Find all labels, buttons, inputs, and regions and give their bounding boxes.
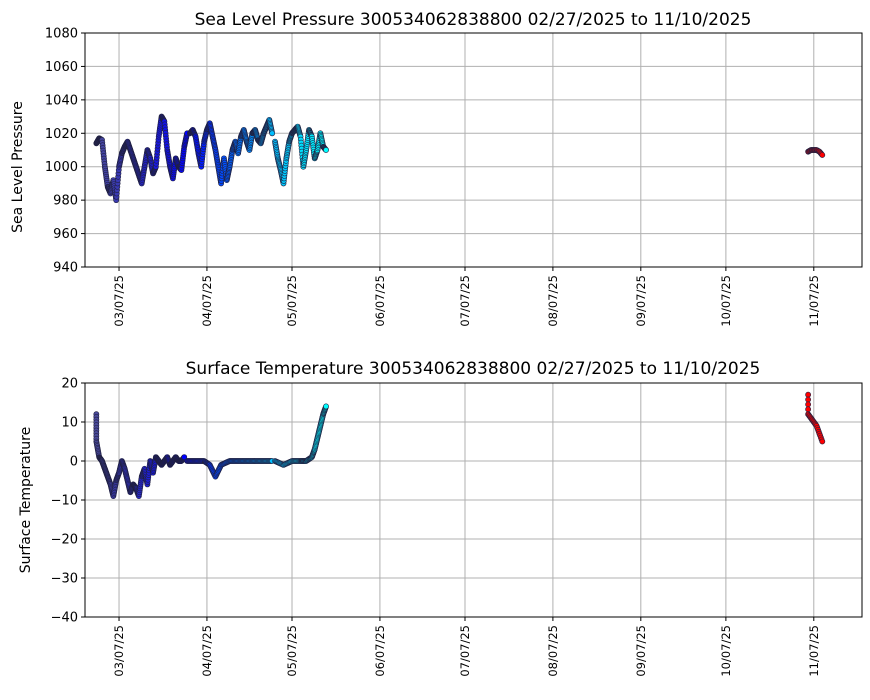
y-tick-label: −30 — [51, 572, 78, 587]
y-tick-label: 1040 — [45, 93, 78, 108]
y-tick-label: −10 — [51, 494, 78, 509]
y-axis-label: Sea Level Pressure — [10, 101, 26, 233]
y-tick-label: 0 — [70, 455, 78, 470]
y-tick-label: 10 — [61, 416, 78, 431]
x-tick-label: 10/07/25 — [719, 275, 733, 327]
x-tick-label: 08/07/25 — [546, 275, 560, 327]
x-tick-label: 07/07/25 — [458, 625, 472, 677]
x-tick-label: 06/07/25 — [373, 625, 387, 677]
y-tick-label: 20 — [61, 377, 78, 392]
data-point — [323, 403, 329, 410]
data-point — [805, 406, 812, 413]
y-tick-label: 1000 — [45, 160, 78, 175]
data-point — [805, 391, 812, 398]
x-tick-label: 05/07/25 — [285, 275, 299, 327]
x-tick-label: 04/07/25 — [200, 275, 214, 327]
x-tick-label: 08/07/25 — [546, 625, 560, 677]
data-point — [181, 454, 188, 460]
sea-level-pressure-chart: Sea Level Pressure 300534062838800 02/27… — [10, 10, 863, 327]
plot-frame — [84, 32, 863, 268]
chart-title: Sea Level Pressure 300534062838800 02/27… — [195, 10, 752, 30]
y-tick-label: 940 — [53, 261, 78, 276]
data-point — [805, 396, 812, 403]
y-tick-label: −40 — [51, 611, 78, 626]
chart-title: Surface Temperature 300534062838800 02/2… — [186, 359, 761, 379]
plot-frame — [84, 382, 863, 618]
data-point — [805, 401, 812, 408]
y-tick-label: 1060 — [45, 60, 78, 75]
x-tick-label: 10/07/25 — [719, 625, 733, 677]
data-point — [819, 438, 826, 445]
y-tick-label: 960 — [53, 227, 78, 242]
data-points — [93, 391, 826, 499]
x-tick-label: 11/07/25 — [807, 275, 821, 327]
data-point — [269, 130, 276, 137]
y-tick-label: 1020 — [45, 127, 78, 142]
y-tick-label: 980 — [53, 194, 78, 209]
y-tick-label: 1080 — [45, 27, 78, 42]
x-tick-label: 03/07/25 — [112, 625, 126, 677]
x-tick-label: 05/07/25 — [285, 625, 299, 677]
data-point — [323, 147, 329, 153]
x-tick-label: 09/07/25 — [634, 275, 648, 327]
y-axis-label: Surface Temperature — [18, 427, 34, 573]
y-tick-label: −20 — [51, 533, 78, 548]
x-tick-label: 11/07/25 — [807, 625, 821, 677]
x-tick-label: 03/07/25 — [112, 275, 126, 327]
surface-temperature-chart: Surface Temperature 300534062838800 02/2… — [18, 359, 863, 677]
x-tick-label: 04/07/25 — [200, 625, 214, 677]
data-points — [93, 113, 826, 204]
x-tick-label: 07/07/25 — [458, 275, 472, 327]
x-tick-label: 06/07/25 — [373, 275, 387, 327]
data-point — [819, 152, 826, 158]
x-tick-label: 09/07/25 — [634, 625, 648, 677]
